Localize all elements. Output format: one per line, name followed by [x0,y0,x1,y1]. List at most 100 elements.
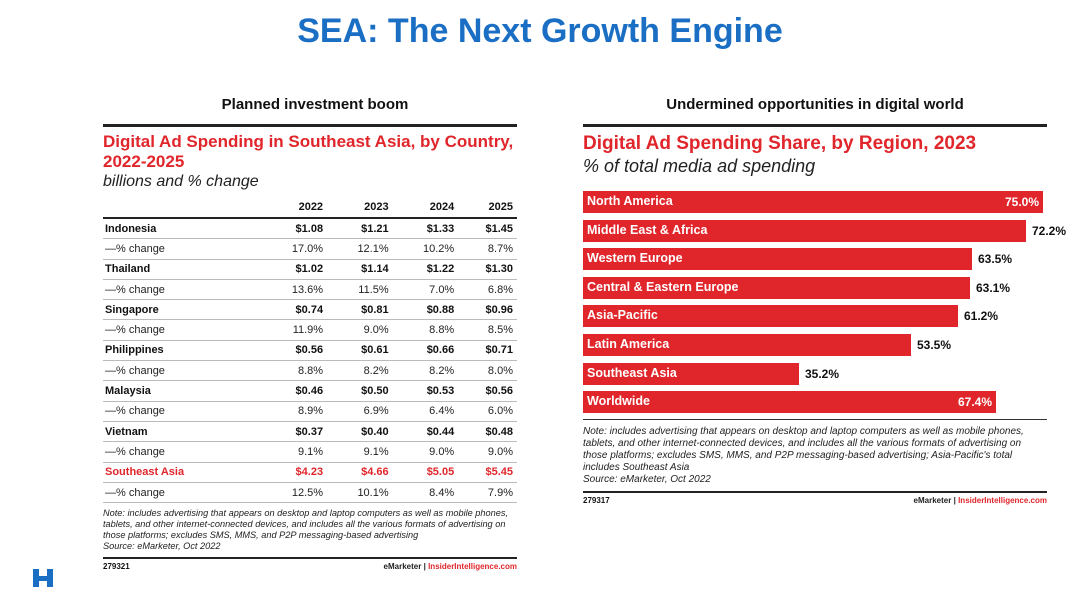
table-cell: $1.30 [458,259,517,280]
table-cell: 8.7% [458,238,517,260]
table-cell: 9.1% [261,441,328,463]
row-label: Thailand [103,259,262,280]
change-row: —% change 8.9% 6.9% 6.4% 6.0% [103,401,517,422]
table-cell: 11.9% [261,319,328,341]
country-row: Malaysia $0.46 $0.50 $0.53 $0.56 [103,380,517,402]
country-row: Thailand $1.02 $1.14 $1.22 $1.30 [103,259,517,280]
row-label: Southeast Asia [103,462,262,483]
table-chart-title: Digital Ad Spending in Southeast Asia, b… [103,132,514,171]
table-footer: 279321 eMarketer | InsiderIntelligence.c… [103,562,517,571]
bar: Worldwide 67.4% [583,391,996,413]
table-cell: $0.46 [261,380,328,402]
row-label: —% change [103,360,262,382]
bar-value-label: 63.5% [978,252,1013,266]
table-cell: 7.9% [458,482,517,504]
table-cell: 13.6% [261,279,328,301]
table-note: Note: includes advertising that appears … [103,508,513,552]
change-row: —% change 13.6% 11.5% 7.0% 6.8% [103,279,517,301]
bar-value-label: 35.2% [805,367,840,381]
table-cell: $0.81 [327,299,393,321]
row-label: Indonesia [103,218,262,240]
table-cell: $0.74 [261,299,328,321]
table-header-cell: 2022 [261,198,328,219]
bar: Southeast Asia 35.2% [583,363,839,385]
row-label: Malaysia [103,380,262,402]
table-header-cell [103,198,262,219]
table-cell: 9.0% [458,441,517,463]
country-row: Philippines $0.56 $0.61 $0.66 $0.71 [103,340,517,362]
bar-value-label: 63.1% [976,281,1011,295]
table-cell: $0.96 [458,299,517,321]
table-cell: $0.61 [327,340,393,362]
table-cell: $0.40 [327,421,393,443]
table-header-cell: 2024 [392,198,459,219]
table-cell: $1.21 [327,218,393,240]
table-cell: 8.9% [261,401,328,422]
bar-chart-id: 279317 [583,496,610,505]
table-cell: $0.66 [392,340,459,362]
table-cell: 6.9% [327,401,393,422]
table-cell: 6.8% [458,279,517,301]
bar: Western Europe 63.5% [583,248,1012,270]
table-cell: 10.2% [392,238,459,260]
bar-value-label: 61.2% [964,309,999,323]
table-cell: 9.1% [327,441,393,463]
bar-source: Source: eMarketer, Oct 2022 [583,474,711,485]
brand-credit: eMarketer | InsiderIntelligence.com [384,562,517,571]
table-cell: 9.0% [392,441,459,463]
region-share-chart-panel: Digital Ad Spending Share, by Region, 20… [583,124,1066,514]
table-cell: 8.4% [392,482,459,504]
row-label: Philippines [103,340,262,362]
table-cell: 8.0% [458,360,517,382]
bar: Asia-Pacific 61.2% [583,305,998,327]
row-label: —% change [103,401,262,422]
bar-footer: 279317 eMarketer | InsiderIntelligence.c… [583,496,1047,505]
bar-category-label: Central & Eastern Europe [587,280,739,294]
bar-category-label: Asia-Pacific [587,308,658,322]
bar-plot-area: North America 75.0% Middle East & Africa 72… [583,191,1066,419]
bar: Central & Eastern Europe 63.1% [583,277,1010,299]
table-cell: $5.45 [458,462,517,483]
bar: North America 75.0% [583,191,1043,213]
table-cell: 8.5% [458,319,517,341]
country-spending-table-panel: Digital Ad Spending in Southeast Asia, b… [103,124,517,576]
table-cell: 8.8% [261,360,328,382]
table-chart-subtitle: billions and % change [103,173,259,190]
table-cell: $0.48 [458,421,517,443]
table-cell: $0.56 [261,340,328,362]
change-row: —% change 11.9% 9.0% 8.8% 8.5% [103,319,517,341]
brand-separator: | [423,562,426,572]
bottom-rule [103,557,517,560]
h-logo-icon [33,569,53,587]
table-cell: 9.0% [327,319,393,341]
table-chart-id: 279321 [103,562,130,572]
row-label: Singapore [103,299,262,321]
right-subtitle: Undermined opportunities in digital worl… [666,96,964,113]
row-label: Vietnam [103,421,262,443]
country-row: Indonesia $1.08 $1.21 $1.33 $1.45 [103,218,517,240]
table-cell: 6.4% [392,401,459,422]
brand-insider: InsiderIntelligence.com [958,496,1047,505]
table-header-row: 2022 2023 2024 2025 [103,198,517,219]
bar-category-label: Middle East & Africa [587,223,708,237]
change-row: —% change 12.5% 10.1% 8.4% 7.9% [103,482,517,504]
bar-chart-title: Digital Ad Spending Share, by Region, 20… [583,133,977,154]
bar-note: Note: includes advertising that appears … [583,426,1043,486]
change-row: —% change 17.0% 12.1% 10.2% 8.7% [103,238,517,260]
table-cell: $0.71 [458,340,517,362]
row-label: —% change [103,319,262,341]
bar-category-label: Worldwide [587,394,650,408]
brand-insider: InsiderIntelligence.com [428,562,517,572]
country-row: Southeast Asia $4.23 $4.66 $5.05 $5.45 [103,462,517,483]
slide-title: SEA: The Next Growth Engine [297,12,783,50]
table-cell: $1.08 [261,218,328,240]
bar-divider [583,419,1047,420]
bar-chart-subtitle: % of total media ad spending [583,156,816,176]
table-cell: $0.88 [392,299,459,321]
top-rule [583,124,1047,127]
row-label: —% change [103,441,262,463]
bar-category-label: Western Europe [587,251,683,265]
table-cell: 10.1% [327,482,393,504]
table-cell: $0.53 [392,380,459,402]
left-subtitle: Planned investment boom [221,96,409,113]
